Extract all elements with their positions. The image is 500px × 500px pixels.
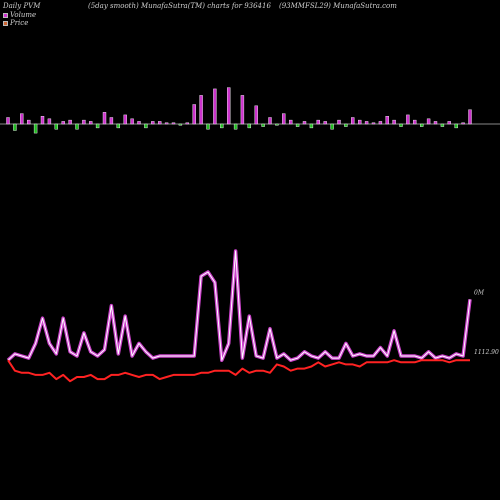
volume-bar [192,104,196,125]
volume-bar [220,123,224,129]
volume-bar [351,117,355,125]
volume-bar [109,117,114,125]
volume-bars [6,87,472,134]
volume-bar [144,123,148,129]
volume-bar [123,114,127,125]
volume-bar [371,122,376,125]
volume-bar [254,105,258,125]
volume-bar [433,121,438,125]
volume-bar [309,123,314,129]
volume-bar [447,121,451,125]
volume-bar [233,123,238,130]
volume-bar [61,121,65,125]
volume-bar [268,117,272,125]
volume-bar [413,119,417,125]
volume-bar [344,123,348,127]
volume-bar [206,123,210,130]
volume-tag: 0M [474,289,485,296]
volume-bar [289,119,293,125]
volume-bar [47,118,52,125]
volume-bar [40,115,45,125]
volume-bar [426,118,431,125]
volume-bar [20,113,24,125]
chart-title: (5day smooth) MunafaSutra(TM) charts for… [88,2,271,10]
volume-bar [178,123,183,126]
volume-bar [82,119,86,125]
volume-bar [247,123,252,129]
volume-bar [27,119,31,125]
volume-bar [385,115,389,125]
volume-bar [116,123,121,129]
volume-bar [13,123,17,131]
chart-type-label: Daily PVM [3,2,41,10]
volume-bar [75,123,79,130]
pvm-line [7,250,471,361]
volume-bar [323,121,327,125]
volume-bar [33,123,38,134]
volume-bar [440,123,445,127]
volume-bar [6,117,10,125]
volume-bar [54,123,58,130]
legend-price-label: Price [10,19,29,27]
volume-bar [302,121,307,125]
volume-bar [358,119,362,125]
volume-bar [461,122,465,125]
volume-bar [330,123,334,130]
volume-swatch [3,12,8,18]
volume-bar [95,123,100,129]
price-tag: 1112.90 [474,349,499,356]
volume-bar [275,123,279,126]
volume-bar [240,95,245,125]
volume-bar [282,113,286,125]
volume-bar [261,123,265,127]
volume-bar [378,121,383,125]
volume-bar [102,112,107,125]
volume-bar [185,122,190,125]
volume-bar [316,119,320,125]
volume-bar [468,109,472,125]
legend-price: Price [3,19,28,27]
chart-subtitle: (93MMFSL29) MunafaSutra.com [279,2,397,10]
volume-bar [406,114,410,125]
volume-bar [226,87,231,125]
volume-bar [68,119,72,125]
volume-bar [420,123,424,127]
volume-bar [199,95,203,125]
legend-volume: Volume [3,11,36,19]
volume-bar [171,122,176,125]
volume-bar [454,123,458,129]
volume-bar [137,121,141,125]
volume-bar [399,123,403,127]
volume-bar [295,123,300,127]
volume-bar [337,119,341,125]
volume-bar [88,121,93,125]
price-swatch [3,20,8,26]
volume-bar [364,121,369,125]
price-line [7,359,470,383]
volume-bar [157,121,162,125]
volume-bar [392,119,396,125]
volume-bar [130,118,134,125]
legend-volume-label: Volume [10,11,37,19]
volume-bar [213,88,217,125]
volume-bar [151,121,155,125]
volume-bar [164,122,169,125]
